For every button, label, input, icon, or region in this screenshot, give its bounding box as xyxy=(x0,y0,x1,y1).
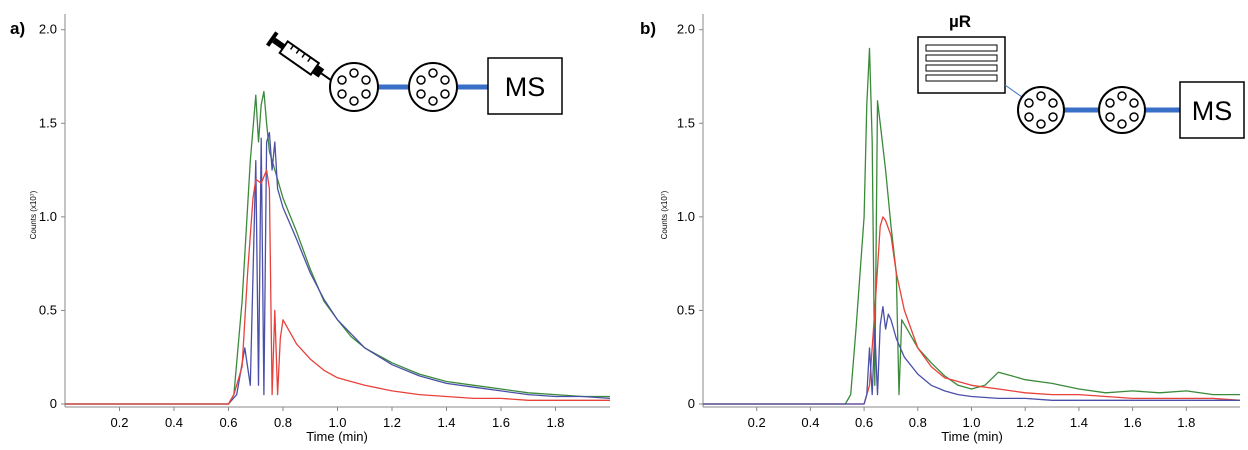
x-tick-label: 1.4 xyxy=(437,415,455,430)
x-tick-label: 1.4 xyxy=(1070,415,1088,430)
microreactor-label: µR xyxy=(949,12,971,31)
y-ticks-a: 0 0.5 1.0 1.5 2.0 xyxy=(39,22,65,411)
x-tick-label: 0.2 xyxy=(748,415,766,430)
y-tick-label: 1.5 xyxy=(677,115,695,130)
x-tick-label: 1.8 xyxy=(1177,415,1195,430)
y-tick-label: 0.5 xyxy=(677,302,695,317)
y-ticks-b: 0 0.5 1.0 1.5 2.0 xyxy=(677,22,703,411)
valve-icon xyxy=(1098,86,1146,134)
y-axis-label-b: Counts (x10⁷) xyxy=(660,190,669,239)
x-ticks-b: 0.2 0.4 0.6 0.8 1.0 1.2 1.4 1.6 1.8 xyxy=(748,407,1195,430)
series-line-a-3 xyxy=(65,169,610,405)
panel-label-a: a) xyxy=(10,19,25,38)
flow-diagram-b: µR xyxy=(917,12,1245,139)
connection-line xyxy=(1004,84,1023,98)
series-line-b-2 xyxy=(703,216,1241,405)
flow-diagram-a: MS xyxy=(266,31,563,115)
y-tick-label: 0 xyxy=(688,396,695,411)
x-tick-label: 0.2 xyxy=(110,415,128,430)
x-tick-label: 0.8 xyxy=(909,415,927,430)
chart-panel-b: b) Counts (x10⁷) Time (min) 0 0.5 1.0 1.5 2.… xyxy=(640,12,1245,444)
syringe-icon xyxy=(266,31,332,82)
valve-icon xyxy=(408,62,458,112)
microreactor-icon xyxy=(917,36,1006,94)
y-tick-label: 2.0 xyxy=(677,22,695,37)
series-line-a-1 xyxy=(65,90,610,405)
x-tick-label: 1.2 xyxy=(1016,415,1034,430)
x-tick-label: 1.2 xyxy=(383,415,401,430)
ms-detector-box xyxy=(487,57,563,115)
x-tick-label: 0.4 xyxy=(165,415,183,430)
series-group-b xyxy=(703,47,1241,405)
y-tick-label: 0.5 xyxy=(39,302,57,317)
series-line-a-2 xyxy=(65,131,611,405)
valve-icon xyxy=(1017,86,1065,134)
x-tick-label: 1.0 xyxy=(962,415,980,430)
ms-detector-label: MS xyxy=(505,72,546,102)
ms-detector-box xyxy=(1179,81,1245,139)
x-tick-label: 1.0 xyxy=(328,415,346,430)
ms-detector-label: MS xyxy=(1192,96,1233,126)
x-tick-label: 0.6 xyxy=(855,415,873,430)
series-line-b-3 xyxy=(703,306,1240,405)
x-ticks-a: 0.2 0.4 0.6 0.8 1.0 1.2 1.4 1.6 1.8 xyxy=(110,407,565,430)
y-axis-label-a: Counts (x10⁷) xyxy=(29,190,38,239)
series-group-a xyxy=(65,90,611,405)
x-tick-label: 1.6 xyxy=(1124,415,1142,430)
series-line-b-1 xyxy=(703,47,1240,405)
y-tick-label: 2.0 xyxy=(39,22,57,37)
panel-label-b: b) xyxy=(640,19,656,38)
y-tick-label: 1.5 xyxy=(39,115,57,130)
x-tick-label: 1.6 xyxy=(492,415,510,430)
x-axis-label-b: Time (min) xyxy=(941,429,1003,444)
y-tick-label: 1.0 xyxy=(39,209,57,224)
chart-panel-a: a) Counts (x10⁷) Time (min) 0 0.5 1.0 1.5 2.… xyxy=(10,14,611,444)
y-tick-label: 0 xyxy=(50,396,57,411)
x-tick-label: 0.8 xyxy=(274,415,292,430)
x-tick-label: 0.6 xyxy=(219,415,237,430)
y-tick-label: 1.0 xyxy=(677,209,695,224)
x-tick-label: 1.8 xyxy=(546,415,564,430)
x-tick-label: 0.4 xyxy=(801,415,819,430)
valve-icon xyxy=(329,62,379,112)
x-axis-label-a: Time (min) xyxy=(306,429,368,444)
